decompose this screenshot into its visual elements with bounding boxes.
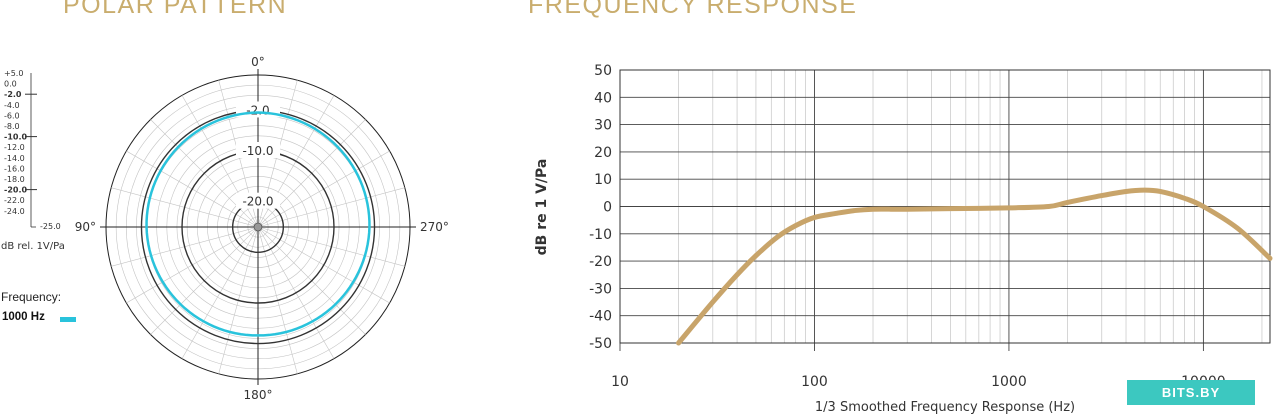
frequency-response-chart: 50403020100-10-20-30-40-5010100100010000…: [534, 63, 1273, 415]
y-tick-label: 50: [594, 63, 612, 79]
angle-label-180: 180°: [244, 388, 273, 402]
scale-label: -6.0: [4, 111, 20, 120]
polar-scale-legend: +5.00.0-2.0-4.0-6.0-8.0-10.0-12.0-14.0-1…: [1, 69, 65, 252]
y-tick-label: 10: [594, 172, 612, 188]
polar-chart: -2.0 -10.0 -20.0 0° 90° 180° 270°: [75, 55, 449, 402]
x-axis-label: 1/3 Smoothed Frequency Response (Hz): [815, 400, 1075, 415]
y-tick-label: -20: [589, 254, 612, 270]
polar-center-dot: [253, 222, 263, 232]
scale-label: -2.0: [4, 90, 22, 99]
scale-label: 0.0: [4, 80, 17, 89]
angle-label-90: 90°: [75, 220, 96, 234]
y-tick-label: 0: [603, 200, 612, 216]
y-tick-label: 20: [594, 145, 612, 161]
polar-ring-label: -10.0: [242, 144, 273, 158]
plot-frame: [619, 69, 1271, 344]
y-tick-label: -10: [589, 227, 612, 243]
angle-label-0: 0°: [251, 55, 265, 69]
scale-unit-label: dB rel. 1V/Pa: [1, 241, 65, 252]
x-tick-label: 100: [801, 374, 828, 390]
polar-series-1000hz: [145, 111, 371, 337]
scale-label: -16.0: [4, 164, 25, 173]
polar-legend-title: Frequency:: [1, 290, 62, 304]
scale-label: -12.0: [4, 143, 25, 152]
polar-ring-label-bg: [236, 192, 280, 209]
scale-label: -8.0: [4, 122, 20, 131]
polar-ring-label: -20.0: [242, 195, 273, 209]
scale-label: -14.0: [4, 154, 25, 163]
y-tick-label: 30: [594, 118, 612, 134]
scale-label: -18.0: [4, 175, 25, 184]
scale-label: -10.0: [4, 133, 27, 142]
polar-pattern-title: POLAR PATTERN: [63, 0, 288, 19]
x-tick-label: 10: [611, 374, 629, 390]
angle-label-270: 270°: [420, 220, 449, 234]
polar-legend-swatch: [60, 317, 76, 322]
scale-min-label: -25.0: [40, 222, 61, 231]
scale-label: -20.0: [4, 186, 27, 195]
frequency-response-title: FREQUENCY RESPONSE: [528, 0, 858, 19]
x-tick-label: 1000: [991, 374, 1027, 390]
y-tick-label: 40: [594, 90, 612, 106]
y-tick-label: -40: [589, 309, 612, 325]
y-tick-label: -30: [589, 281, 612, 297]
y-axis-label: dB re 1 V/Pa: [534, 159, 550, 256]
polar-legend-entry-label: 1000 Hz: [2, 311, 45, 323]
frequency-response-series: [676, 187, 1273, 346]
polar-ring-label-bg: [236, 142, 280, 158]
y-tick-label: -50: [589, 336, 612, 352]
watermark-badge: BITS.BY: [1127, 380, 1255, 405]
polar-ring-label: -2.0: [246, 103, 269, 117]
scale-label: -4.0: [4, 101, 20, 110]
scale-label: +5.0: [4, 69, 23, 78]
scale-label: -24.0: [4, 207, 25, 216]
scale-label: -22.0: [4, 196, 25, 205]
